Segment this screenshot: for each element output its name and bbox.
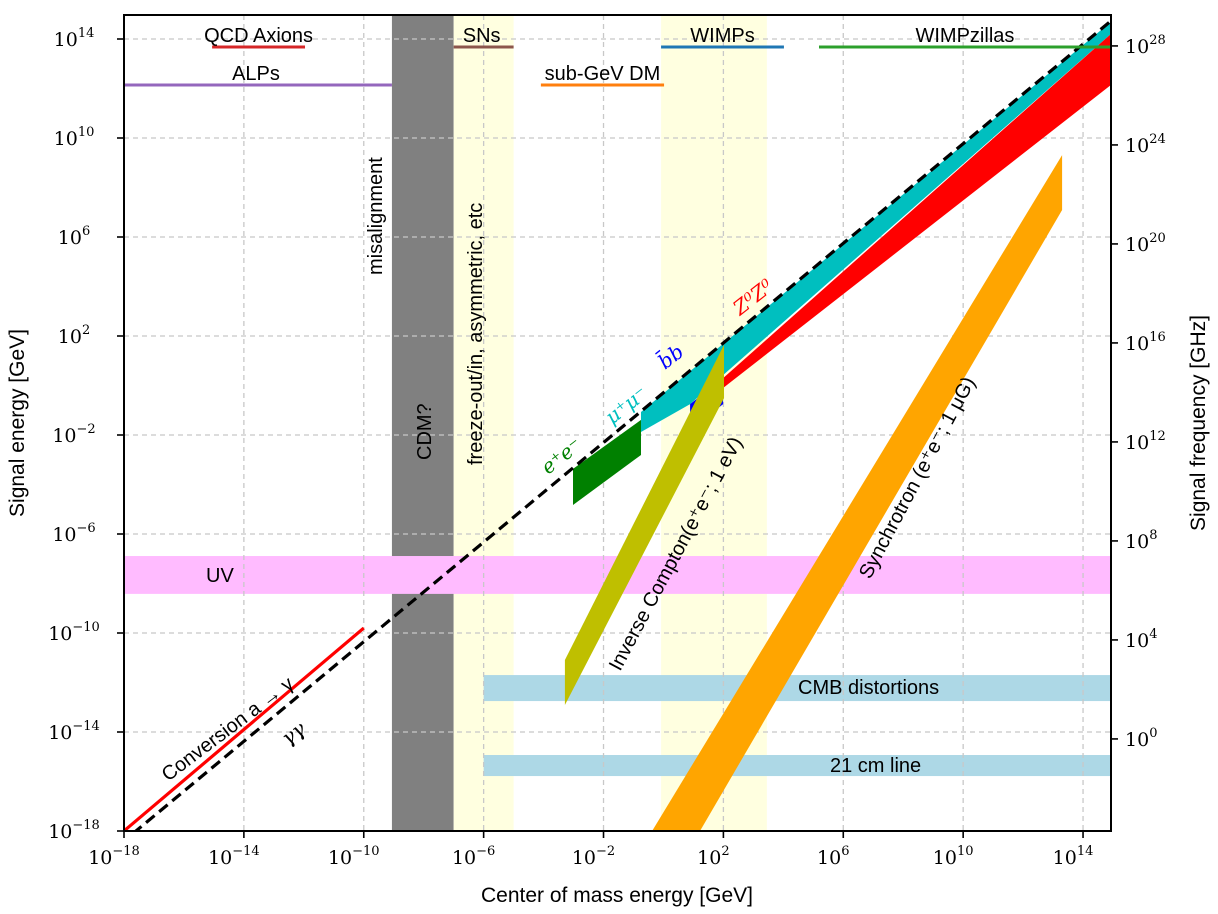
x-tick-label: 1010 [933,844,974,869]
band-cmb [483,675,1111,702]
x-axis: 10−18 10−14 10−10 10−6 10−2 102 106 1010 1014 [88,831,1093,869]
misalignment-label: misalignment [365,157,387,275]
y-tick-label: 102 [58,323,90,348]
y-right-tick-label: 1024 [1125,132,1166,157]
region-inverse-compton [564,344,724,705]
x-tick-label: 10−10 [328,844,380,869]
regions [564,21,1111,831]
top-ranges: QCD Axions ALPs SNs sub-GeV DM WIMPs WIMPzill… [124,25,1111,87]
y-right-tick-label: 100 [1125,726,1157,751]
x-tick-label: 10−14 [208,844,260,869]
grid [124,15,1111,831]
cdm-label: CDM? [414,403,436,460]
y-right-tick-label: 1016 [1125,330,1166,355]
y-right-tick-label: 1020 [1125,231,1166,256]
range-label-qcd-axions: QCD Axions [204,25,313,47]
y-tick-label: 10−14 [48,719,100,744]
band-cdm [391,15,454,831]
range-label-sub-gev-dm: sub-GeV DM [545,63,661,85]
y-tick-label: 1010 [54,125,95,150]
region-mu-mu [641,21,1111,433]
x-tick-label: 10−6 [452,844,495,869]
line-gamma-gamma [133,18,1111,831]
plot-frame [123,14,1112,832]
x-tick-label: 106 [817,844,849,869]
y-axis-right-title: Signal frequency [GHz] [1187,315,1210,531]
y-right-tick-label: 1028 [1125,33,1166,58]
region-synchrotron [652,155,1063,831]
y-tick-label: 10−18 [48,818,100,843]
x-axis-title: Center of mass energy [GeV] [481,884,753,907]
y-tick-label: 1014 [54,26,95,51]
lines [124,18,1111,831]
x-tick-label: 10−2 [572,844,615,869]
freeze-out-label: freeze-out/in, asymmetric, etc [465,203,487,465]
band-21cm [483,755,1111,777]
cmb-label: CMB distortions [798,677,939,699]
x-tick-label: 10−18 [88,844,140,869]
y-axis-right: 1028 1024 1020 1016 1012 108 104 100 [1111,33,1166,751]
x-tick-label: 1014 [1053,844,1094,869]
y-axis-title: Signal energy [GeV] [6,329,29,517]
region-zz [723,34,1111,388]
21cm-label: 21 cm line [830,755,921,777]
y-tick-label: 10−2 [52,422,95,447]
y-right-tick-label: 1012 [1125,429,1166,454]
y-right-tick-label: 108 [1125,528,1157,553]
y-tick-label: 10−6 [52,521,95,546]
uv-label: UV [206,565,234,587]
region-e-e [573,419,641,505]
y-axis-left: 1014 1010 106 102 10−2 10−6 10−10 10−14 10−18 [48,26,124,843]
range-label-wimps: WIMPs [690,25,754,47]
y-right-tick-label: 104 [1125,627,1157,652]
range-label-wimpzillas: WIMPzillas [916,25,1015,47]
x-tick-label: 102 [697,844,729,869]
range-label-sns: SNs [463,25,501,47]
line-conversion [124,626,365,831]
range-label-alps: ALPs [232,63,280,85]
y-tick-label: 10−10 [48,620,100,645]
y-tick-label: 106 [58,224,90,249]
